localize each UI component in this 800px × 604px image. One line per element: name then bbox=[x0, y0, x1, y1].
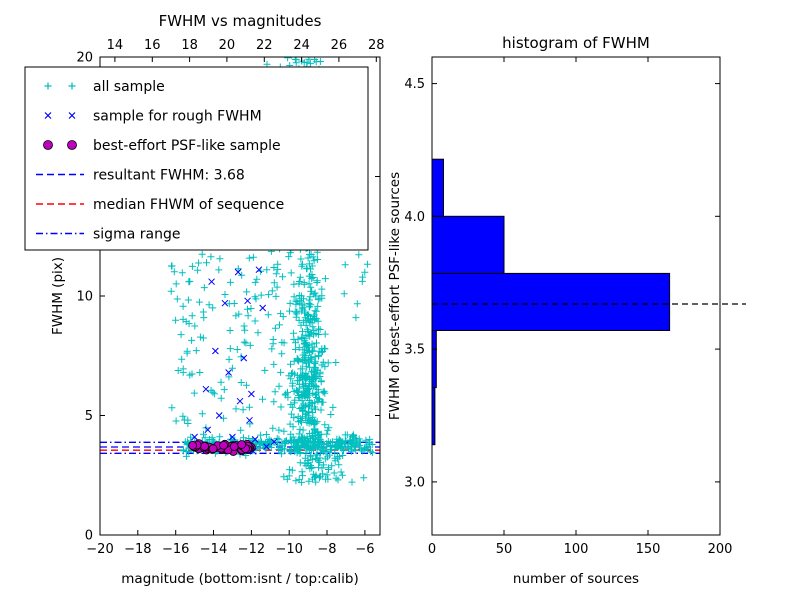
x-top-tick-label: 24 bbox=[293, 38, 310, 53]
y-tick-label: 3.0 bbox=[404, 475, 425, 490]
scatter-series-rough-fwhm-sample bbox=[191, 240, 278, 455]
x-tick-label: −8 bbox=[317, 542, 336, 557]
x-tick-label: 200 bbox=[708, 542, 733, 557]
x-top-tick-label: 18 bbox=[181, 38, 198, 53]
histogram-bar bbox=[432, 330, 437, 389]
right-plot-title: histogram of FWHM bbox=[502, 34, 650, 52]
scatter-point-psf-like-sample bbox=[219, 440, 229, 450]
y-tick-label: 20 bbox=[76, 51, 93, 66]
legend-label: median FHWM of sequence bbox=[93, 197, 284, 213]
y-tick-label: 3.5 bbox=[404, 343, 425, 358]
y-tick-label: 0 bbox=[85, 529, 93, 544]
x-tick-label: 100 bbox=[564, 542, 589, 557]
scatter-point-psf-like-sample bbox=[200, 441, 210, 451]
histogram-bar bbox=[432, 158, 444, 217]
legend-label: all sample bbox=[93, 79, 165, 95]
y-tick-label: 10 bbox=[76, 290, 93, 305]
x-tick-label: −12 bbox=[238, 542, 265, 557]
x-top-tick-label: 14 bbox=[107, 38, 124, 53]
x-top-tick-label: 22 bbox=[256, 38, 273, 53]
y-tick-label: 4.5 bbox=[404, 77, 425, 92]
legend-marker-x bbox=[44, 112, 76, 119]
x-top-tick-label: 26 bbox=[331, 38, 348, 53]
right-plot-ylabel: FWHM of best-effort PSF-like sources bbox=[387, 172, 403, 420]
x-tick-label: −18 bbox=[124, 542, 151, 557]
left-axes-ticks: −20 −18 −16 −14 −12 −10 −8 −6 14 16 18 20 22 24 26 28 0 5… bbox=[76, 38, 384, 557]
left-scatter-plot: −20 −18 −16 −14 −12 −10 −8 −6 14 16 18 20 22 24 26 28 0 5… bbox=[24, 12, 385, 587]
y-tick-label: 5 bbox=[85, 409, 93, 424]
x-tick-label: 50 bbox=[496, 542, 513, 557]
x-top-tick-label: 20 bbox=[219, 38, 236, 53]
scatter-point-psf-like-sample bbox=[237, 440, 247, 449]
histogram-bar bbox=[432, 215, 505, 274]
legend-marker-circle bbox=[43, 140, 53, 150]
histogram-bar bbox=[432, 272, 671, 331]
legend-label: resultant FWHM: 3.68 bbox=[93, 168, 245, 184]
x-tick-label: 0 bbox=[428, 542, 436, 557]
legend-marker-circle bbox=[67, 140, 77, 150]
right-histogram-plot: 0 50 100 150 200 3.0 3.5 4.0 4.5 histogram of FW… bbox=[387, 34, 746, 587]
legend-label: sigma range bbox=[93, 227, 180, 243]
right-plot-xlabel: number of sources bbox=[513, 571, 639, 587]
left-plot-ylabel: FWHM (pix) bbox=[50, 257, 66, 335]
x-tick-label: −6 bbox=[355, 542, 374, 557]
x-tick-label: −20 bbox=[86, 542, 113, 557]
legend: all sample sample for rough FWHM best-effo… bbox=[24, 66, 369, 251]
legend-box bbox=[24, 66, 369, 251]
left-plot-title: FWHM vs magnitudes bbox=[159, 12, 322, 30]
legend-label: best-effort PSF-like sample bbox=[93, 138, 281, 154]
x-tick-label: 150 bbox=[636, 542, 661, 557]
y-tick-label: 4.0 bbox=[404, 210, 425, 225]
scatter-points-layer bbox=[167, 57, 376, 486]
x-tick-label: −16 bbox=[162, 542, 189, 557]
right-axes-ticks: 0 50 100 150 200 3.0 3.5 4.0 4.5 bbox=[404, 57, 732, 557]
x-top-tick-label: 16 bbox=[144, 38, 161, 53]
left-plot-xlabel: magnitude (bottom:isnt / top:calib) bbox=[121, 571, 358, 587]
scatter-point-psf-like-sample bbox=[188, 440, 198, 450]
legend-label: sample for rough FWHM bbox=[93, 109, 262, 125]
legend-marker-plus bbox=[44, 82, 76, 90]
scatter-point-psf-like-sample bbox=[229, 442, 239, 451]
histogram-bars-layer bbox=[432, 158, 671, 446]
x-tick-label: −14 bbox=[200, 542, 227, 557]
x-tick-label: −10 bbox=[275, 542, 302, 557]
x-top-tick-label: 28 bbox=[368, 38, 385, 53]
scatter-point-psf-like-sample bbox=[208, 444, 218, 454]
